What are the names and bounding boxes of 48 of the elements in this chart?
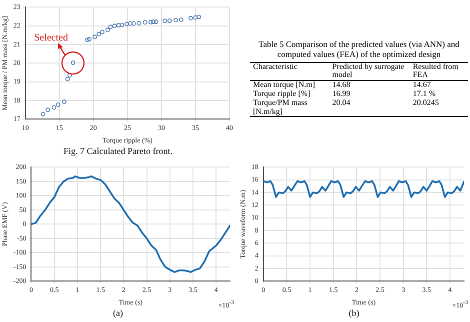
text: Torque/PM mass [N.m/kg] — [250, 98, 330, 117]
point — [116, 23, 121, 28]
point — [136, 21, 142, 26]
point — [96, 32, 102, 36]
point — [56, 102, 60, 107]
point — [162, 18, 168, 24]
text: 14.68 — [331, 80, 352, 90]
text: 16.99 — [331, 88, 352, 99]
text: Characteristic — [250, 62, 330, 81]
text: Predicted by surrogate model — [329, 62, 410, 81]
point — [40, 112, 46, 116]
point — [62, 99, 66, 104]
point — [178, 18, 184, 22]
point — [167, 18, 172, 23]
text: 14.67 — [412, 80, 432, 90]
point — [92, 34, 97, 40]
point — [85, 38, 90, 42]
point — [52, 105, 56, 110]
text: Table 5 Comparison of the predicted values (via ANN) and computed values (FEA) of the optimized design — [258, 39, 460, 60]
point — [100, 30, 104, 34]
point — [65, 76, 70, 82]
text: 20.0245 — [410, 98, 468, 117]
point — [196, 14, 202, 20]
point — [128, 21, 132, 26]
text: Resulted from FEA — [410, 62, 468, 81]
point — [106, 28, 110, 32]
point — [120, 22, 124, 28]
point — [151, 20, 156, 24]
point — [148, 20, 153, 24]
point — [174, 18, 178, 22]
point — [154, 20, 158, 24]
point — [112, 24, 117, 28]
point — [193, 15, 198, 20]
text: Torque ripple [%] — [252, 88, 312, 99]
text: (b) — [348, 308, 360, 318]
point — [188, 16, 193, 20]
text: (a) — [112, 308, 124, 318]
text: Mean torque [N.m] — [252, 80, 316, 90]
annotation: Selected — [34, 32, 68, 44]
point — [108, 24, 113, 29]
point — [142, 20, 148, 25]
text: 17.1 % — [412, 88, 437, 99]
text: 20.04 — [329, 98, 410, 117]
point — [124, 22, 129, 26]
point — [131, 21, 136, 26]
point — [87, 37, 92, 42]
point — [46, 108, 50, 112]
caption: Fig. 7 Calculated Pareto front. — [62, 146, 174, 156]
